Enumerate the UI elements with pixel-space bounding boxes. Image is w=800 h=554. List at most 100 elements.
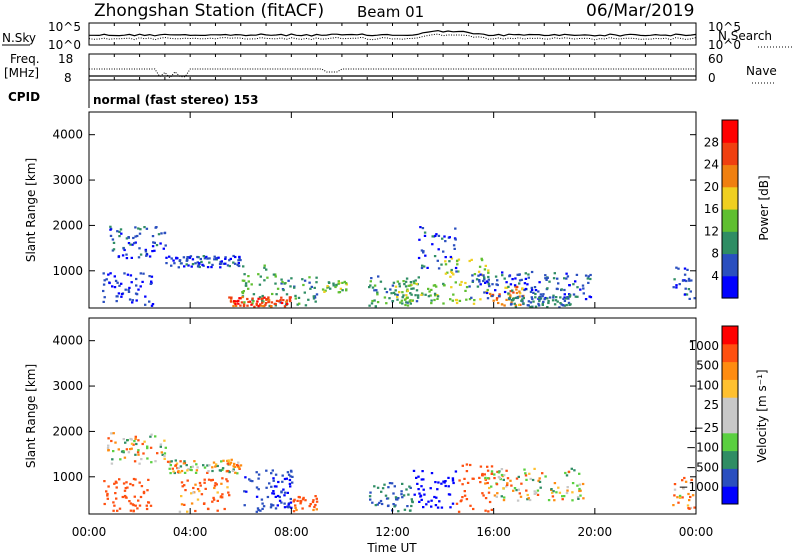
range-cell bbox=[484, 509, 487, 512]
range-cell bbox=[687, 288, 691, 291]
range-cell bbox=[168, 461, 172, 464]
range-cell bbox=[537, 290, 540, 293]
range-cell bbox=[229, 257, 232, 260]
range-cell bbox=[122, 450, 125, 453]
range-cell bbox=[560, 288, 563, 291]
range-cell bbox=[242, 290, 245, 293]
y-tick-label: 3000 bbox=[52, 379, 83, 393]
range-cell bbox=[514, 277, 517, 280]
range-cell bbox=[213, 255, 216, 258]
range-cell bbox=[442, 282, 445, 285]
range-cell bbox=[538, 480, 542, 483]
range-cell bbox=[255, 304, 259, 307]
range-cell bbox=[419, 226, 422, 229]
range-cell bbox=[468, 298, 472, 301]
range-cell bbox=[129, 448, 132, 451]
range-cell bbox=[275, 485, 278, 488]
range-cell bbox=[678, 494, 682, 497]
range-cell bbox=[689, 506, 693, 510]
range-cell bbox=[516, 273, 519, 276]
range-cell bbox=[480, 259, 484, 262]
range-cell bbox=[282, 299, 285, 302]
range-cell bbox=[267, 299, 271, 302]
range-cell bbox=[163, 457, 166, 460]
range-cell bbox=[206, 464, 209, 467]
range-cell bbox=[324, 289, 327, 292]
range-cell bbox=[274, 495, 277, 498]
range-cell bbox=[251, 480, 254, 483]
range-cell bbox=[203, 502, 206, 505]
range-cell bbox=[503, 474, 506, 477]
colorbar-segment bbox=[722, 397, 738, 416]
x-axis-label: Time UT bbox=[366, 541, 417, 554]
range-cell bbox=[289, 300, 292, 303]
range-cell bbox=[174, 464, 178, 467]
range-cell bbox=[289, 497, 292, 501]
range-cell bbox=[689, 495, 692, 499]
range-cell bbox=[465, 298, 468, 301]
range-cell bbox=[138, 232, 142, 235]
range-cell bbox=[563, 296, 566, 299]
range-cell bbox=[239, 464, 243, 467]
velocity-frame bbox=[88, 317, 697, 515]
range-cell bbox=[240, 301, 244, 304]
range-cell bbox=[315, 500, 319, 503]
range-cell bbox=[506, 482, 509, 485]
range-cell bbox=[572, 283, 575, 286]
range-cell bbox=[116, 281, 119, 284]
range-cell bbox=[482, 279, 485, 283]
range-cell bbox=[533, 286, 537, 289]
range-cell bbox=[102, 283, 106, 286]
range-cell bbox=[313, 286, 316, 289]
range-cell bbox=[194, 483, 197, 486]
range-cell bbox=[118, 478, 121, 481]
range-cell bbox=[124, 487, 127, 490]
range-cell bbox=[149, 435, 152, 438]
range-cell bbox=[121, 254, 125, 257]
range-cell bbox=[280, 282, 283, 285]
range-cell bbox=[102, 300, 105, 303]
range-cell bbox=[502, 487, 505, 490]
range-cell bbox=[129, 509, 133, 512]
range-cell bbox=[123, 489, 127, 492]
range-cell bbox=[187, 467, 190, 471]
range-cell bbox=[422, 488, 425, 491]
range-cell bbox=[392, 291, 396, 294]
range-cell bbox=[286, 302, 289, 306]
range-cell bbox=[219, 266, 222, 269]
colorbar-tick: 20 bbox=[704, 180, 719, 194]
range-cell bbox=[275, 293, 278, 296]
cpid-panel: CPID normal (fast stereo) 153 bbox=[8, 80, 259, 108]
range-cell bbox=[159, 242, 162, 245]
range-cell bbox=[379, 280, 383, 283]
range-cell bbox=[249, 479, 252, 482]
range-cell bbox=[107, 437, 110, 440]
range-cell bbox=[551, 491, 554, 494]
range-cell bbox=[206, 471, 209, 474]
range-cell bbox=[427, 287, 430, 290]
range-cell bbox=[113, 482, 116, 485]
freq-unit: [MHz] bbox=[4, 66, 39, 80]
colorbar-tick: −100 bbox=[686, 441, 719, 455]
range-cell bbox=[312, 499, 315, 502]
range-cell bbox=[261, 299, 264, 302]
range-cell bbox=[180, 503, 184, 506]
range-cell bbox=[261, 502, 264, 505]
range-cell bbox=[447, 476, 450, 479]
range-cell bbox=[241, 296, 244, 299]
range-cell bbox=[556, 287, 559, 291]
range-cell bbox=[406, 289, 409, 292]
range-cell bbox=[420, 478, 423, 481]
range-cell bbox=[255, 495, 259, 498]
range-cell bbox=[397, 497, 400, 500]
range-cell bbox=[530, 288, 534, 292]
range-cell bbox=[473, 299, 476, 302]
range-cell bbox=[341, 289, 344, 292]
nsearch-label: N.Search bbox=[718, 29, 772, 43]
range-cell bbox=[443, 481, 446, 484]
range-cell bbox=[332, 282, 335, 285]
range-cell bbox=[417, 475, 420, 478]
freq-label: Freq. bbox=[10, 52, 40, 66]
range-cell bbox=[487, 271, 490, 274]
range-cell bbox=[321, 288, 325, 291]
